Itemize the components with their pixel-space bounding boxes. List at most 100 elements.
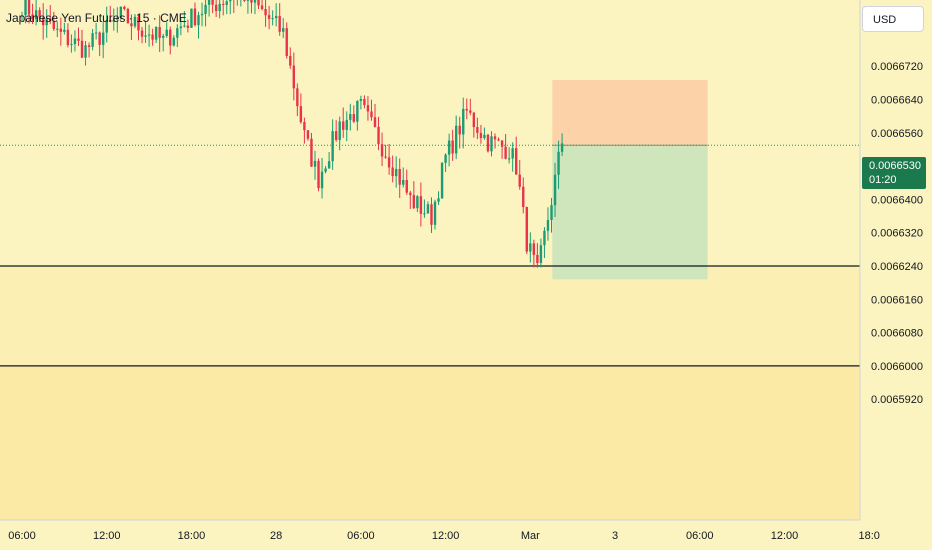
candle-body — [66, 29, 70, 46]
candle-body — [274, 15, 278, 19]
last-price-value: 0.0066530 — [869, 160, 921, 172]
candle-body — [94, 32, 98, 34]
candle-body — [384, 156, 387, 158]
candle-body — [87, 45, 91, 47]
candle-body — [250, 0, 253, 3]
candle-body — [349, 114, 352, 120]
candle-body — [409, 192, 412, 196]
candle-body — [144, 35, 147, 37]
candle-body — [479, 132, 483, 139]
candle-body — [529, 243, 532, 252]
candle-body — [465, 108, 468, 111]
candle-body — [45, 18, 48, 26]
candle-body — [204, 4, 207, 14]
candle-body — [518, 174, 521, 187]
candle-body — [543, 230, 546, 246]
candle-body — [296, 88, 299, 107]
candle-body — [324, 168, 327, 172]
candle-body — [483, 134, 486, 139]
take-profit-zone — [552, 145, 708, 280]
candle-body — [137, 16, 140, 31]
candle-body — [447, 140, 451, 155]
candle-body — [80, 40, 84, 58]
candle-body — [243, 0, 246, 1]
candle-body — [158, 27, 161, 38]
candle-body — [197, 15, 200, 26]
candle-body — [476, 127, 479, 133]
candle-body — [165, 29, 168, 36]
candle-body — [183, 25, 186, 27]
price-tick-label: 0.0066240 — [871, 261, 923, 273]
candle-body — [525, 207, 528, 252]
currency-button[interactable]: USD — [862, 6, 924, 32]
candle-body — [147, 34, 151, 36]
price-tick-label: 0.0066320 — [871, 228, 923, 240]
candle-body — [334, 131, 338, 140]
candle-body — [394, 168, 398, 177]
candle-body — [267, 15, 271, 19]
price-tick-label: 0.0066720 — [871, 61, 923, 73]
candle-body — [289, 55, 292, 66]
candle-body — [433, 201, 437, 225]
candle-body — [229, 0, 232, 2]
price-tick-label: 0.0066080 — [871, 328, 923, 340]
candle-body — [56, 28, 59, 30]
price-tick-label: 0.0066400 — [871, 194, 923, 206]
candle-body — [451, 140, 454, 154]
candle-body — [101, 32, 105, 45]
candle-body — [105, 19, 108, 33]
candle-body — [469, 110, 472, 113]
candle-body — [377, 126, 380, 145]
candle-body — [387, 157, 391, 168]
candle-body — [546, 219, 550, 231]
price-tick-label: 0.0066560 — [871, 128, 923, 140]
candle-body — [345, 119, 348, 130]
candle-body — [472, 112, 476, 128]
candle-body — [52, 21, 55, 30]
candle-body — [504, 146, 507, 159]
candle-body — [444, 154, 447, 163]
candle-body — [299, 106, 303, 123]
candle-body — [553, 174, 557, 206]
candle-body — [38, 10, 41, 18]
candle-body — [190, 8, 193, 28]
candle-body — [253, 0, 257, 3]
candle-body — [539, 245, 543, 264]
candle-body — [176, 28, 179, 38]
candle-body — [91, 33, 94, 47]
candle-body — [490, 136, 493, 152]
time-tick-label: 3 — [612, 530, 618, 542]
candle-body — [303, 122, 306, 131]
candle-body — [356, 100, 359, 122]
candle-body — [98, 32, 101, 45]
candle-body — [497, 139, 500, 141]
candle-body — [27, 0, 31, 15]
candle-body — [493, 136, 497, 140]
candle-body — [430, 204, 433, 225]
candle-body — [211, 0, 214, 5]
chart-title: Japanese Yen Futures · 15 · CME — [6, 11, 187, 25]
candle-body — [225, 1, 228, 5]
candle-body — [70, 44, 73, 46]
candle-body — [454, 125, 458, 154]
candle-body — [20, 15, 24, 17]
time-tick-label: Mar — [521, 530, 540, 542]
candle-body — [130, 23, 133, 27]
candle-body — [402, 180, 405, 185]
candle-body — [162, 35, 165, 38]
candle-body — [462, 108, 465, 135]
candle-body — [363, 99, 366, 106]
last-price-badge: 0.0066530 01:20 — [862, 157, 926, 189]
candle-body — [560, 143, 564, 152]
candle-body — [352, 114, 356, 122]
candle-body — [116, 17, 119, 20]
candle-body — [515, 148, 518, 175]
candle-body — [331, 131, 334, 162]
candle-body — [320, 171, 324, 189]
candle-body — [271, 18, 274, 20]
candle-body — [218, 3, 221, 12]
candle-body — [426, 204, 430, 214]
time-tick-label: 28 — [270, 530, 282, 542]
candle-body — [59, 28, 63, 32]
